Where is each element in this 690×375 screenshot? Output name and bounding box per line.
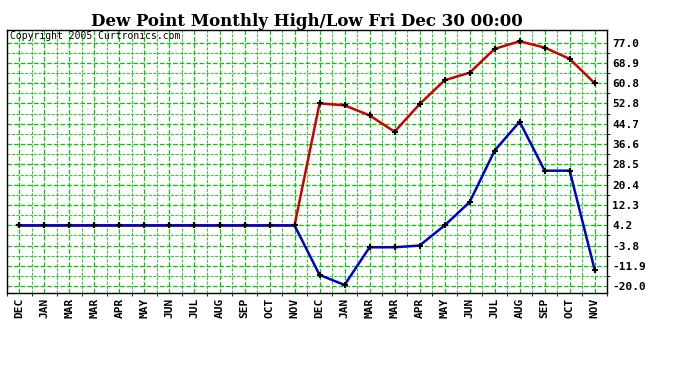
Text: Copyright 2005 Curtronics.com: Copyright 2005 Curtronics.com	[10, 32, 180, 41]
Title: Dew Point Monthly High/Low Fri Dec 30 00:00: Dew Point Monthly High/Low Fri Dec 30 00…	[91, 13, 523, 30]
